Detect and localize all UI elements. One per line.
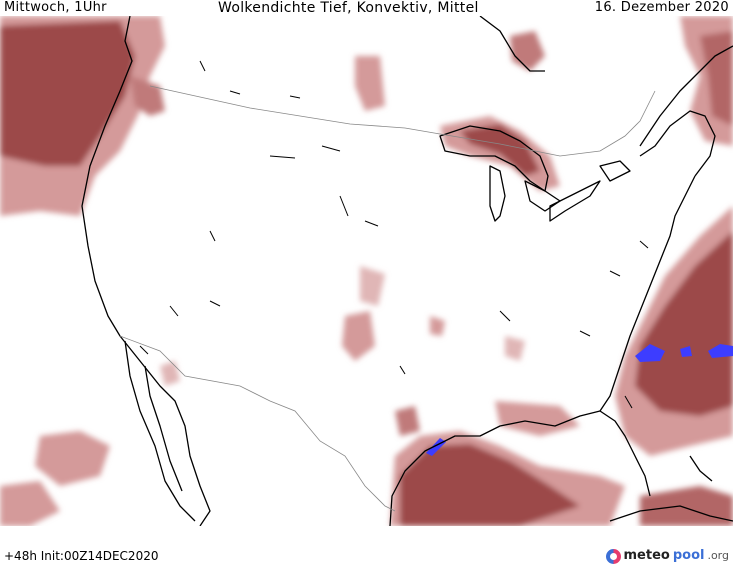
logo-text-pool: pool bbox=[672, 548, 705, 563]
coastlines bbox=[81, 16, 733, 526]
cloud-area-northwest-core bbox=[0, 21, 135, 166]
convective-cell-atlantic-2 bbox=[680, 346, 692, 357]
cloud-density-map bbox=[0, 16, 733, 526]
meteopool-logo-icon bbox=[605, 548, 621, 564]
logo-text-org: .org bbox=[707, 549, 729, 562]
forecast-time-label: Mittwoch, 1Uhr bbox=[4, 0, 107, 15]
cloud-layer bbox=[0, 16, 733, 526]
cloud-area-pacific-south bbox=[35, 431, 110, 486]
border-us-mexico bbox=[119, 335, 396, 512]
init-time-label: +48h Init:00Z14DEC2020 bbox=[4, 549, 159, 563]
logo-text-meteo: meteo bbox=[623, 548, 670, 563]
convective-cell-atlantic-3 bbox=[708, 344, 733, 358]
forecast-date-label: 16. Dezember 2020 bbox=[594, 0, 729, 15]
minor-features bbox=[139, 60, 649, 409]
border-us-canada bbox=[149, 85, 656, 157]
meteopool-logo[interactable]: meteo pool .org bbox=[605, 548, 729, 564]
map-title: Wolkendichte Tief, Konvektiv, Mittel bbox=[218, 0, 479, 16]
convective-cell-atlantic-1 bbox=[635, 344, 665, 362]
national-borders bbox=[119, 85, 656, 512]
